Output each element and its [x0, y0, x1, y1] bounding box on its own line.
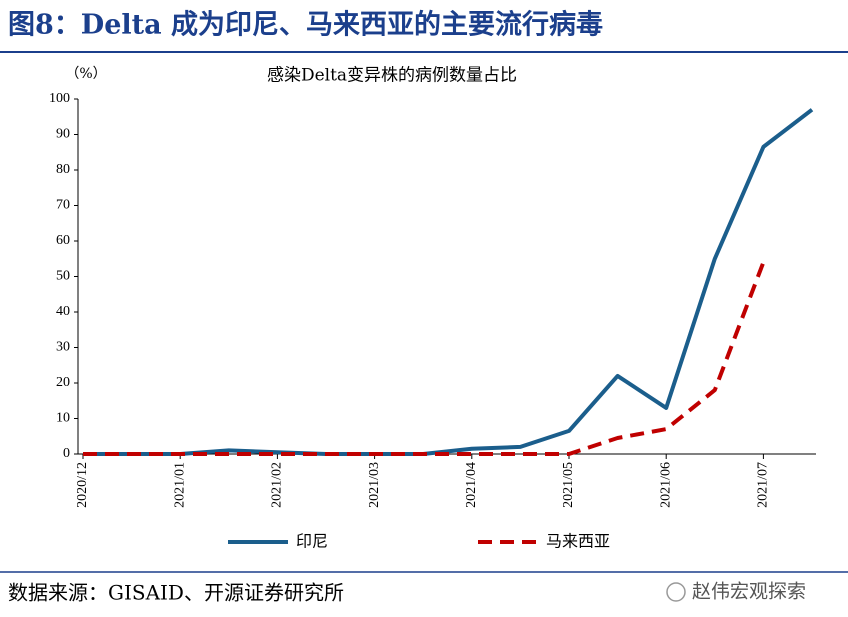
legend-label: 印尼 [296, 532, 328, 551]
x-tick-label: 2021/05 [561, 462, 576, 508]
series-line [83, 108, 814, 456]
source: 数据来源：GISAID、开源证券研究所 [8, 581, 344, 605]
y-tick-label: 0 [63, 446, 70, 461]
x-tick-label: 2021/02 [270, 462, 285, 508]
y-tick-label: 30 [56, 340, 70, 355]
y-tick-label: 90 [56, 127, 70, 142]
y-tick-label: 60 [56, 233, 70, 248]
y-tick-label: 40 [56, 304, 70, 319]
y-tick-label: 100 [49, 91, 70, 106]
y-unit: （%） [65, 66, 106, 82]
x-tick-label: 2021/07 [756, 462, 771, 508]
x-tick-label: 2021/03 [367, 462, 382, 508]
y-tick-label: 10 [56, 411, 70, 426]
x-tick-label: 2021/06 [658, 462, 673, 508]
x-tick-label: 2020/12 [75, 462, 90, 508]
y-tick-label: 20 [56, 375, 70, 390]
figure-title: 图8：Delta 成为印尼、马来西亚的主要流行病毒 [8, 9, 603, 41]
series-line [83, 261, 766, 456]
watermark-icon [666, 582, 686, 602]
x-tick-label: 2021/04 [464, 462, 479, 508]
x-tick-label: 2021/01 [172, 462, 187, 508]
y-tick-label: 70 [56, 198, 70, 213]
y-tick-label: 80 [56, 162, 70, 177]
legend-label: 马来西亚 [546, 532, 610, 551]
y-tick-label: 50 [56, 269, 70, 284]
watermark: 赵伟宏观探索 [692, 581, 806, 603]
chart-title: 感染Delta变异株的病例数量占比 [267, 66, 517, 86]
